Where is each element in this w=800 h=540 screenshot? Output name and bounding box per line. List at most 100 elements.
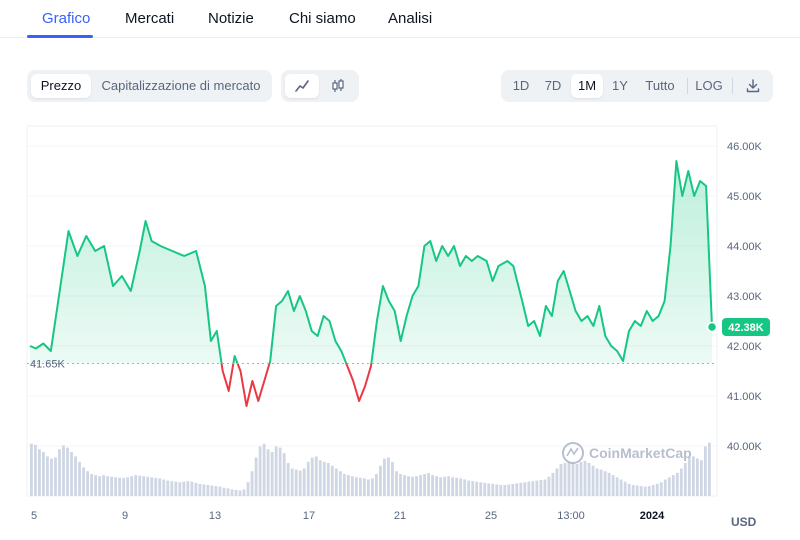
tab-mercati[interactable]: Mercati — [125, 10, 175, 27]
candlestick-button[interactable] — [321, 74, 355, 98]
volume-bar — [334, 468, 338, 496]
data-type-toggle: Prezzo Capitalizzazione di mercato — [27, 70, 272, 102]
volume-bar — [543, 479, 547, 496]
volume-bar — [134, 475, 138, 496]
y-tick-label: 42.00K — [727, 341, 763, 353]
volume-bar — [38, 449, 41, 496]
volume-bar — [603, 471, 607, 496]
volume-bar — [407, 476, 410, 496]
market-cap-button[interactable]: Capitalizzazione di mercato — [101, 78, 261, 93]
volume-bar — [571, 463, 575, 496]
volume-bar — [623, 481, 627, 496]
volume-bar — [302, 468, 306, 496]
candlestick-icon — [332, 79, 344, 92]
range-7d-button[interactable]: 7D — [544, 78, 562, 93]
range-1m-button[interactable]: 1M — [571, 74, 603, 98]
download-button[interactable] — [738, 74, 768, 98]
volume-bar — [495, 484, 499, 496]
x-axis-ticks: 5 9 13 17 21 25 13:00 2024 — [31, 510, 665, 522]
volume-bar — [242, 489, 246, 496]
price-button[interactable]: Prezzo — [31, 74, 91, 98]
current-price-badge: 42.38K — [722, 318, 770, 336]
volume-bar — [126, 477, 130, 496]
tab-analisi[interactable]: Analisi — [388, 10, 433, 27]
volume-bar — [403, 475, 406, 496]
volume-bar — [90, 474, 93, 496]
volume-bar — [226, 488, 230, 496]
volume-bar — [322, 461, 326, 496]
y-tick-label: 40.00K — [727, 441, 763, 453]
volume-bar — [78, 461, 81, 496]
volume-bar — [270, 452, 274, 496]
volume-bar — [202, 484, 206, 496]
volume-bar — [110, 476, 114, 496]
x-tick-label: 2024 — [640, 510, 665, 522]
current-price-dot — [706, 321, 718, 333]
price-line-up — [29, 160, 713, 364]
volume-bar — [655, 483, 659, 496]
volume-bar — [130, 476, 134, 496]
tab-grafico[interactable]: Grafico — [42, 10, 91, 27]
volume-bar — [362, 478, 366, 496]
volume-bar — [599, 469, 603, 496]
volume-bar — [82, 467, 85, 496]
volume-bar — [42, 452, 45, 496]
volume-bar — [659, 482, 663, 496]
x-tick-label: 21 — [394, 510, 406, 522]
volume-bar — [699, 460, 703, 496]
volume-bar — [222, 487, 226, 496]
volume-bar — [491, 483, 495, 496]
volume-bar — [174, 481, 178, 496]
volume-bar — [294, 469, 298, 496]
volume-bar — [591, 465, 595, 496]
volume-bar — [58, 449, 61, 496]
volume-bar — [166, 480, 170, 496]
volume-bar — [254, 457, 258, 496]
log-scale-button[interactable]: LOG — [695, 78, 723, 93]
volume-bar — [683, 463, 687, 496]
volume-bar — [190, 481, 194, 496]
y-tick-label: 44.00K — [727, 241, 763, 253]
volume-bar — [423, 474, 426, 496]
volume-bar — [651, 485, 655, 496]
tab-chi-siamo[interactable]: Chi siamo — [289, 10, 356, 27]
volume-bar — [595, 468, 599, 496]
range-1y-button[interactable]: 1Y — [612, 78, 628, 93]
volume-bar — [194, 482, 198, 496]
y-tick-label: 45.00K — [727, 191, 763, 203]
volume-bar — [66, 447, 69, 496]
volume-bar — [431, 475, 434, 496]
volume-bar — [695, 458, 699, 496]
volume-bar — [258, 446, 262, 496]
volume-bar — [443, 476, 447, 496]
tab-notizie[interactable]: Notizie — [208, 10, 254, 27]
volume-bar — [395, 471, 398, 496]
volume-bar — [246, 482, 250, 496]
volume-bar — [86, 471, 89, 496]
price-chart[interactable]: 41.65K 40.00K 41.00K 42.00K 43.00K 44.00K 45.… — [0, 120, 800, 540]
volume-bar — [366, 479, 370, 496]
volume-bar — [667, 477, 671, 496]
volume-bar — [627, 483, 631, 496]
volume-bar — [274, 446, 278, 496]
volume-bar — [619, 479, 623, 496]
volume-bar — [563, 463, 567, 496]
range-all-button[interactable]: Tutto — [645, 78, 675, 93]
volume-bar — [527, 481, 531, 496]
volume-bar — [679, 468, 683, 496]
range-1d-button[interactable]: 1D — [512, 78, 530, 93]
volume-bar — [146, 476, 150, 496]
volume-bar — [519, 482, 523, 496]
currency-label: USD — [731, 515, 757, 529]
volume-bar — [278, 447, 282, 496]
volume-bar — [286, 463, 290, 496]
x-tick-label: 5 — [31, 510, 37, 522]
line-chart-button[interactable] — [285, 74, 319, 98]
volume-bar — [515, 483, 519, 496]
volume-bar — [46, 456, 49, 496]
volume-bar — [547, 476, 551, 496]
volume-bar — [499, 485, 503, 496]
volume-bar — [290, 468, 294, 496]
y-tick-label: 41.00K — [727, 391, 763, 403]
volume-bar — [170, 481, 174, 496]
